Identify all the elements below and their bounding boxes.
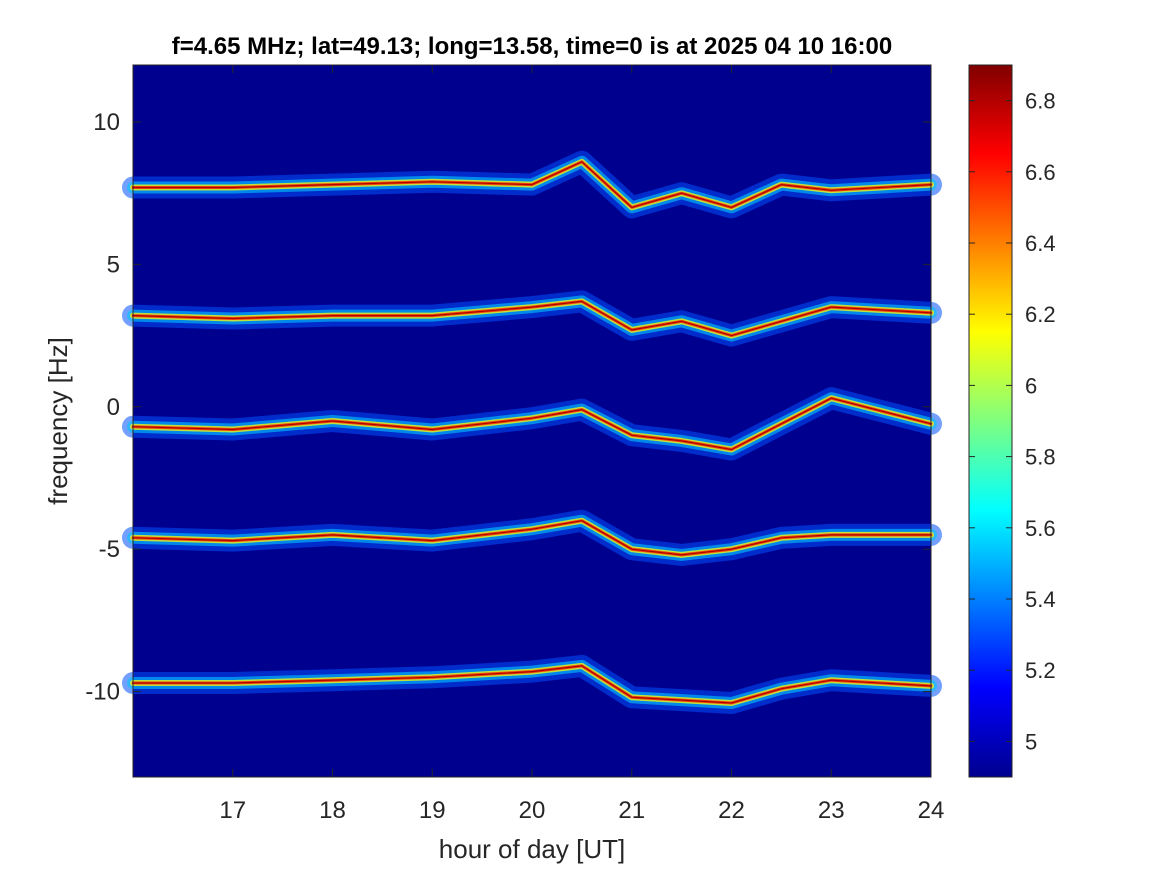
y-axis-label: frequency [Hz]	[43, 337, 73, 505]
colorbar-ticks: 6.8 6.6 6.4 6.2 6 5.8 5.6 5.4 5.2 5	[969, 89, 1056, 754]
y-tick-label: 5	[107, 251, 120, 278]
colorbar-tick-label: 6.6	[1025, 160, 1056, 185]
trace-2-layer-5	[132, 300, 932, 337]
x-tick-label: 21	[618, 797, 645, 824]
colorbar-tick-label: 5	[1025, 729, 1037, 754]
colorbar-tick-label: 5.2	[1025, 658, 1056, 683]
colorbar: 6.8 6.6 6.4 6.2 6 5.8 5.6 5.4 5.2 5	[968, 64, 1056, 778]
chart-title: f=4.65 MHz; lat=49.13; long=13.58, time=…	[172, 33, 892, 60]
y-tick-label: 10	[93, 109, 120, 136]
trace-3-layer-5	[132, 397, 932, 451]
x-tick-label: 20	[519, 797, 546, 824]
trace-1-layer-5	[132, 161, 932, 208]
heatmap-traces	[122, 150, 942, 714]
colorbar-scale	[968, 64, 1013, 778]
y-tick-label: -10	[85, 679, 120, 706]
x-tick-label: 18	[319, 797, 346, 824]
y-axis-ticks: 10 5 0 -5 -10	[85, 109, 931, 706]
y-tick-label: 0	[107, 394, 120, 421]
x-axis-ticks: 17 18 19 20 21 22 23 24	[219, 65, 944, 824]
x-tick-label: 17	[219, 797, 246, 824]
colorbar-tick-label: 6.8	[1025, 89, 1056, 114]
colorbar-tick-label: 5.6	[1025, 516, 1056, 541]
colorbar-tick-label: 5.8	[1025, 445, 1056, 470]
plot-area	[122, 64, 942, 778]
trace-5-layer-5	[132, 665, 932, 704]
x-tick-label: 23	[818, 797, 845, 824]
colorbar-tick-label: 6.2	[1025, 302, 1056, 327]
colorbar-tick-label: 6.4	[1025, 231, 1056, 256]
x-tick-label: 24	[918, 797, 945, 824]
colorbar-tick-label: 5.4	[1025, 587, 1056, 612]
trace-4-layer-5	[132, 520, 932, 556]
x-axis-label: hour of day [UT]	[439, 834, 625, 864]
x-tick-label: 22	[718, 797, 745, 824]
x-tick-label: 19	[419, 797, 446, 824]
y-tick-label: -5	[99, 536, 120, 563]
colorbar-tick-label: 6	[1025, 373, 1037, 398]
